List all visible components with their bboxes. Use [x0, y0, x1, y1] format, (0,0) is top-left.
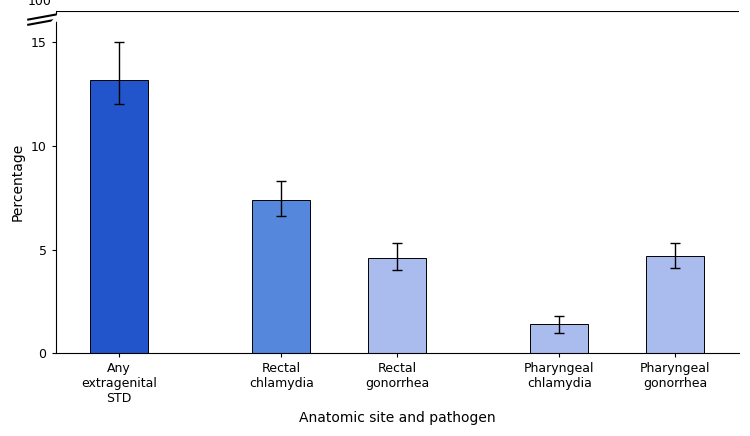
Bar [530, 324, 588, 353]
Bar [90, 79, 148, 353]
Bar [646, 256, 704, 353]
X-axis label: Anatomic site and pathogen: Anatomic site and pathogen [299, 411, 496, 425]
Y-axis label: Percentage: Percentage [11, 143, 25, 221]
Bar [368, 258, 426, 353]
Bar [253, 200, 310, 353]
Text: 100: 100 [28, 0, 52, 8]
